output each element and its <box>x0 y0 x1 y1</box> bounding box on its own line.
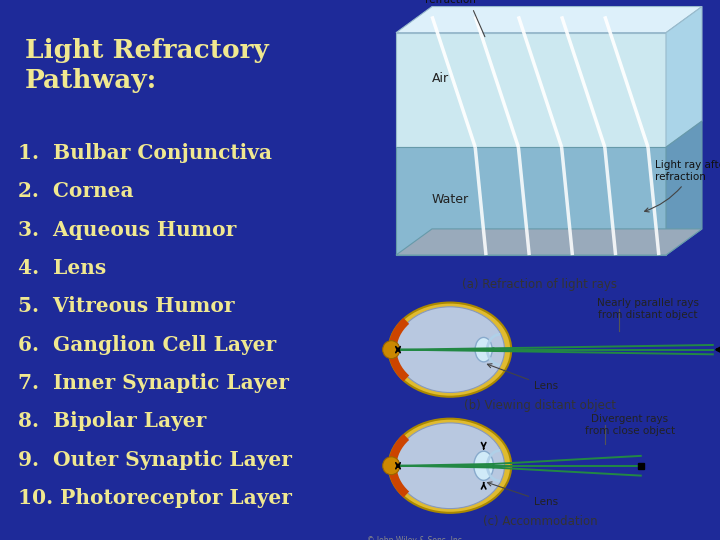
Ellipse shape <box>383 457 400 475</box>
Ellipse shape <box>389 418 511 513</box>
Text: Air: Air <box>432 72 449 85</box>
Text: (a) Refraction of light rays: (a) Refraction of light rays <box>462 278 618 291</box>
Ellipse shape <box>475 338 492 362</box>
Text: (b) Viewing distant object: (b) Viewing distant object <box>464 400 616 413</box>
Text: 5.  Vitreous Humor: 5. Vitreous Humor <box>18 296 235 316</box>
Text: (c) Accommodation: (c) Accommodation <box>482 516 598 529</box>
Text: 7.  Inner Synaptic Layer: 7. Inner Synaptic Layer <box>18 373 289 393</box>
Polygon shape <box>396 33 666 147</box>
Text: 4.  Lens: 4. Lens <box>18 258 107 278</box>
Text: Divergent rays
from close object: Divergent rays from close object <box>585 414 675 436</box>
Text: Light Refractory
Pathway:: Light Refractory Pathway: <box>25 38 269 93</box>
Text: Light ray before
refraction: Light ray before refraction <box>425 0 508 37</box>
Polygon shape <box>396 229 702 255</box>
Text: 6.  Ganglion Cell Layer: 6. Ganglion Cell Layer <box>18 335 276 355</box>
Text: Nearly parallel rays
from distant object: Nearly parallel rays from distant object <box>597 298 699 320</box>
Polygon shape <box>396 6 702 33</box>
Polygon shape <box>396 147 666 255</box>
Text: 3.  Aqueous Humor: 3. Aqueous Humor <box>18 220 236 240</box>
Text: © John Wiley & Sons, Inc.: © John Wiley & Sons, Inc. <box>367 536 464 540</box>
Text: 2.  Cornea: 2. Cornea <box>18 181 134 201</box>
Ellipse shape <box>389 302 511 397</box>
Text: 8.  Bipolar Layer: 8. Bipolar Layer <box>18 411 206 431</box>
Ellipse shape <box>395 423 505 509</box>
Ellipse shape <box>474 451 493 481</box>
Text: Lens: Lens <box>487 364 558 391</box>
Text: 10. Photoreceptor Layer: 10. Photoreceptor Layer <box>18 488 292 508</box>
Text: Lens: Lens <box>487 482 558 507</box>
Text: 1.  Bulbar Conjunctiva: 1. Bulbar Conjunctiva <box>18 143 272 163</box>
FancyBboxPatch shape <box>0 0 360 540</box>
Ellipse shape <box>383 341 400 359</box>
Polygon shape <box>666 121 702 255</box>
Ellipse shape <box>395 307 505 393</box>
Text: Light ray after
refraction: Light ray after refraction <box>644 160 720 212</box>
Polygon shape <box>666 6 702 147</box>
Text: Water: Water <box>432 193 469 206</box>
Text: 9.  Outer Synaptic Layer: 9. Outer Synaptic Layer <box>18 450 292 470</box>
